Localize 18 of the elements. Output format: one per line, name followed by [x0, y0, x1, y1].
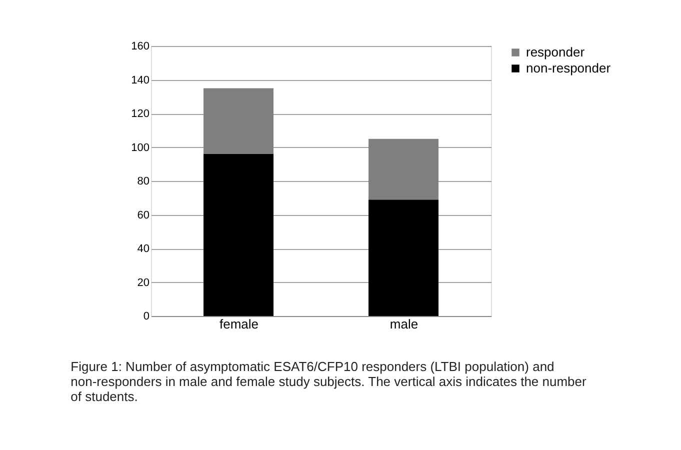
y-tick-label: 0 [143, 310, 150, 322]
y-tick-label: 80 [137, 176, 150, 188]
y-tick-label: 140 [131, 74, 150, 86]
y-tick-label: 160 [131, 40, 150, 52]
bar [204, 154, 274, 316]
y-tick-label: 100 [131, 142, 150, 154]
legend-label: non-responder [526, 60, 612, 76]
y-tick-label: 40 [137, 243, 150, 255]
caption: Figure 1: Number of asymptomatic ESAT6/CFP10 responders (LTBI population) and non-responders in male and female study subjects. The vertical axis indicates the number of students. [70, 359, 588, 404]
bar [204, 88, 274, 154]
x-tick-label: male [390, 316, 418, 332]
bar [368, 138, 438, 200]
y-tick-label: 120 [131, 108, 150, 120]
bar [368, 200, 438, 316]
legend-label: responder [526, 44, 586, 60]
x-tick-label: female [219, 316, 259, 332]
y-tick-label: 20 [137, 276, 150, 289]
y-tick-label: 60 [137, 209, 150, 222]
